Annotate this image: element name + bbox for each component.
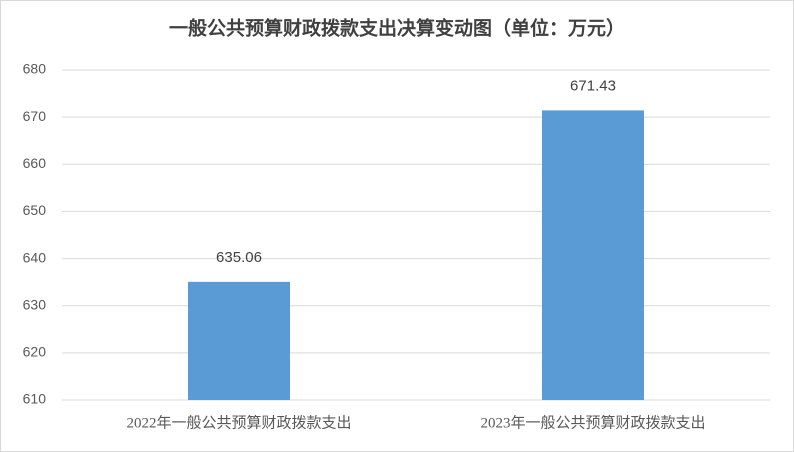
data-label: 671.43: [570, 77, 616, 94]
y-tick-label: 630: [23, 296, 47, 312]
chart-title: 一般公共预算财政拨款支出决算变动图（单位：万元）: [169, 16, 625, 39]
y-tick-label: 610: [23, 391, 47, 407]
bar: [188, 281, 290, 400]
y-tick-label: 640: [23, 249, 47, 265]
y-tick-label: 680: [23, 61, 47, 77]
y-tick-label: 620: [23, 344, 47, 360]
x-tick-label: 2023年一般公共预算财政拨款支出: [480, 413, 705, 431]
y-tick-label: 660: [23, 155, 47, 171]
bar: [542, 110, 644, 400]
y-tick-label: 650: [23, 202, 47, 218]
y-tick-label: 670: [23, 108, 47, 124]
x-tick-label: 2022年一般公共预算财政拨款支出: [126, 413, 351, 431]
data-label: 635.06: [216, 249, 262, 266]
